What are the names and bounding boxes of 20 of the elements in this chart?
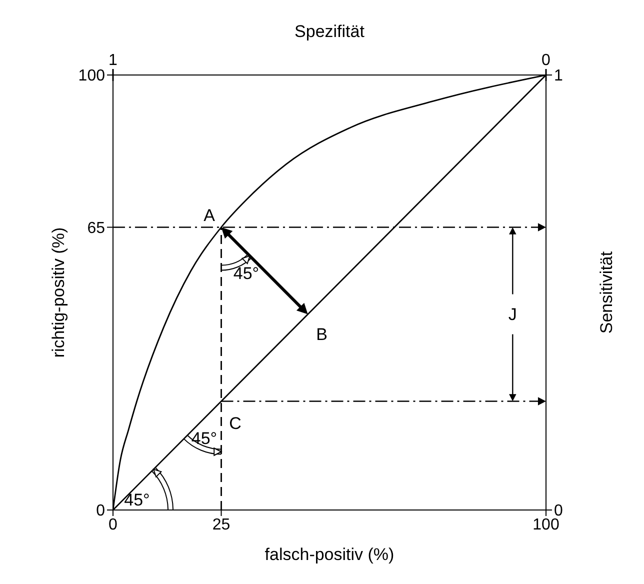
x-tick-label: 25: [212, 516, 230, 534]
x-tick-label: 100: [532, 516, 560, 534]
annotation: B: [316, 324, 328, 344]
annotation: 45°: [124, 490, 150, 510]
y2-axis-title: Sensitivität: [597, 251, 616, 334]
y-axis-title: richtig-positiv (%): [49, 227, 68, 358]
y2-tick-label: 1: [554, 68, 563, 85]
y-tick-label: 100: [78, 68, 106, 85]
y-tick-label: 65: [87, 220, 106, 237]
x-tick-label: 0: [108, 516, 118, 534]
x2-tick-label: 0: [542, 52, 551, 69]
annotation: 45°: [191, 428, 218, 448]
y-tick-label: 0: [96, 502, 106, 520]
x2-tick-label: 1: [108, 52, 118, 69]
annotation: A: [204, 206, 216, 225]
annotation: C: [229, 414, 242, 433]
annotation: 45°: [233, 264, 260, 283]
x2-axis-title: Spezifität: [294, 22, 365, 41]
x-axis-title: falsch-positiv (%): [264, 545, 394, 564]
annotation: J: [508, 304, 517, 324]
